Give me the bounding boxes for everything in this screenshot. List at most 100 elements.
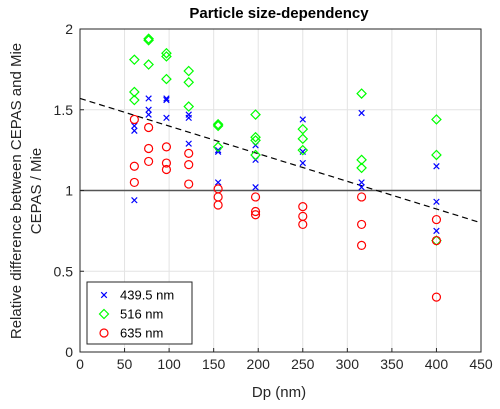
data-point <box>143 34 154 46</box>
x-tick-label: 50 <box>117 356 133 372</box>
data-point <box>129 94 140 106</box>
data-point <box>356 162 367 174</box>
legend-marker <box>99 328 109 338</box>
data-point <box>299 159 307 167</box>
data-point <box>356 219 367 230</box>
data-point <box>297 144 309 156</box>
data-point <box>250 109 261 120</box>
x-tick-label: 100 <box>157 356 181 372</box>
data-point <box>297 123 309 135</box>
x-tick-label: 450 <box>469 356 493 372</box>
data-point <box>145 106 152 113</box>
data-point <box>163 95 170 102</box>
x-axis-label: Dp (nm) <box>252 384 306 401</box>
data-point <box>144 122 154 133</box>
data-point <box>298 202 308 212</box>
data-point <box>431 149 442 161</box>
data-point <box>297 133 309 145</box>
x-tick-label: 400 <box>425 356 449 372</box>
series-1 <box>129 33 442 246</box>
data-markers <box>129 33 442 302</box>
data-point <box>213 192 223 202</box>
data-point <box>183 65 195 77</box>
data-point <box>431 114 442 125</box>
legend-marker <box>98 308 110 320</box>
y-tick-label: 1 <box>65 183 73 199</box>
data-point <box>184 148 194 158</box>
data-point <box>356 88 367 99</box>
trend-line-dashed <box>79 97 482 224</box>
data-point <box>163 96 170 104</box>
data-point <box>250 206 261 217</box>
data-point <box>358 184 365 191</box>
axis-ticks: 0 50 100 150 200 250 300 350 400 450 0 0.5 1 1.5 2 <box>54 21 493 372</box>
chart-title: Particle size-dependency <box>189 5 369 22</box>
y-tick-label: 2 <box>65 21 73 37</box>
data-point <box>129 161 139 171</box>
data-point <box>433 227 440 235</box>
data-point <box>129 177 139 188</box>
data-point <box>358 109 365 117</box>
y-tick-label: 1.5 <box>54 102 74 118</box>
data-point <box>183 101 195 112</box>
legend-label: 439.5 nm <box>120 288 174 303</box>
data-point <box>161 73 172 85</box>
data-point <box>161 47 172 59</box>
legend-label: 516 nm <box>120 307 163 322</box>
data-point <box>145 111 152 118</box>
legend-label: 635 nm <box>120 326 163 341</box>
data-point <box>145 95 152 102</box>
data-point <box>184 160 194 170</box>
x-tick-label: 0 <box>76 356 84 372</box>
data-point <box>250 131 261 143</box>
data-point <box>144 143 154 154</box>
data-point <box>213 184 223 194</box>
data-point <box>163 114 170 122</box>
data-point <box>252 184 259 191</box>
y-tick-label: 0 <box>65 344 73 360</box>
data-point <box>431 235 442 246</box>
y-axis-label-line1: Relative difference between CEPAS and Mi… <box>8 43 25 339</box>
data-point <box>129 54 140 66</box>
legend-box <box>86 281 193 345</box>
data-point <box>250 192 261 202</box>
data-point <box>143 33 154 45</box>
data-point <box>250 210 261 220</box>
data-point <box>129 86 140 98</box>
data-point <box>356 240 367 251</box>
data-point <box>161 164 172 175</box>
data-point <box>214 179 222 186</box>
data-point <box>358 179 365 186</box>
legend-marker <box>100 291 108 299</box>
data-point <box>431 214 442 225</box>
x-tick-label: 250 <box>291 356 315 372</box>
data-point <box>161 158 172 168</box>
y-axis-label-line2: CEPAS / Mie <box>28 148 45 234</box>
data-point <box>183 76 195 88</box>
data-point <box>431 292 442 302</box>
data-point <box>433 163 440 170</box>
y-tick-label: 0.5 <box>54 263 74 279</box>
data-point <box>185 140 192 147</box>
data-point <box>356 192 367 202</box>
data-point <box>433 198 440 206</box>
data-point <box>131 122 138 130</box>
data-point <box>144 156 154 167</box>
data-point <box>131 127 138 134</box>
data-point <box>298 211 308 221</box>
data-point <box>299 116 307 123</box>
data-point <box>129 114 139 125</box>
series-2 <box>129 114 442 302</box>
data-point <box>214 146 222 154</box>
data-point <box>212 118 224 130</box>
trend-line <box>79 97 482 224</box>
data-point <box>131 196 138 204</box>
series-0 <box>131 95 440 235</box>
data-point <box>184 179 194 189</box>
data-point <box>213 200 223 210</box>
data-point <box>250 149 261 161</box>
legend: 439.5 nm 516 nm 635 nm <box>86 281 193 345</box>
data-point <box>161 142 172 152</box>
x-tick-label: 350 <box>380 356 404 372</box>
